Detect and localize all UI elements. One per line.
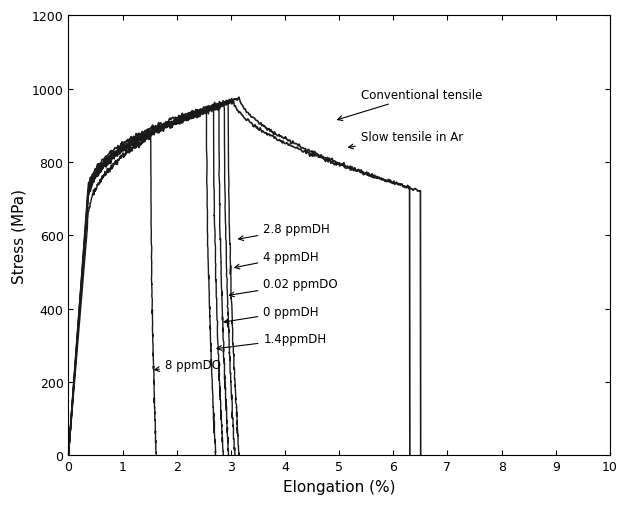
Text: Conventional tensile: Conventional tensile <box>338 88 482 121</box>
Text: 8 ppmDO: 8 ppmDO <box>155 358 221 372</box>
Text: 1.4ppmDH: 1.4ppmDH <box>217 333 326 350</box>
X-axis label: Elongation (%): Elongation (%) <box>283 479 396 494</box>
Text: 0 ppmDH: 0 ppmDH <box>224 305 319 324</box>
Text: 2.8 ppmDH: 2.8 ppmDH <box>238 223 330 241</box>
Text: 0.02 ppmDO: 0.02 ppmDO <box>230 278 338 297</box>
Text: 4 ppmDH: 4 ppmDH <box>235 250 319 269</box>
Y-axis label: Stress (MPa): Stress (MPa) <box>11 188 26 283</box>
Text: Slow tensile in Ar: Slow tensile in Ar <box>348 131 463 149</box>
